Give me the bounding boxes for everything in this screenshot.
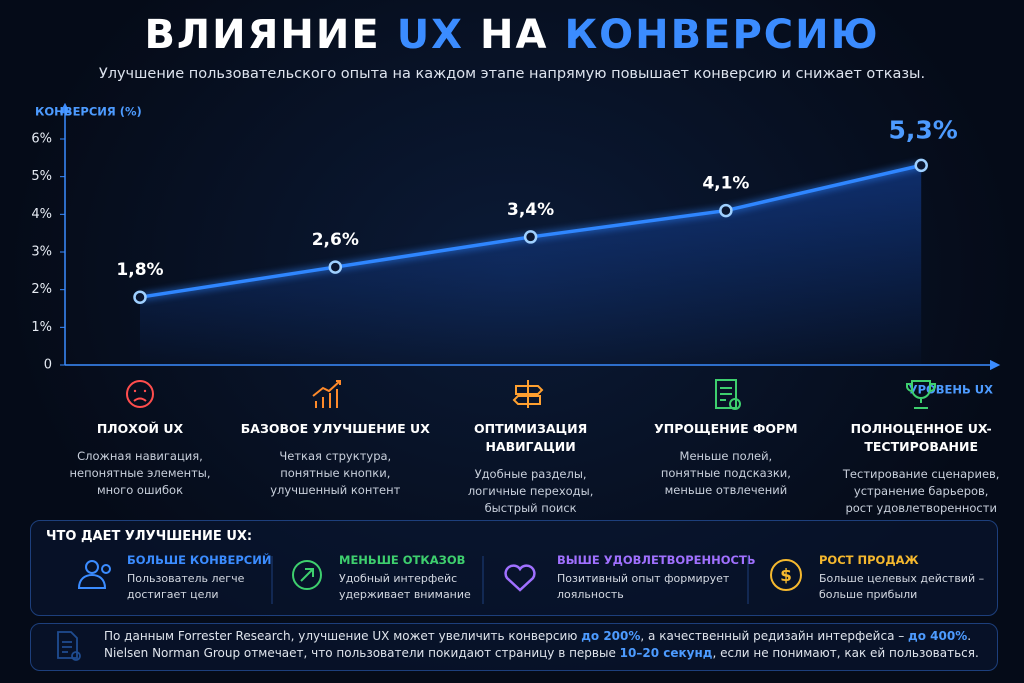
benefit-line: больше прибыли <box>819 588 918 601</box>
icon-space <box>123 378 157 412</box>
benefit-title: ВЫШЕ УДОВЛЕТВОРЕННОСТЬ <box>557 553 756 567</box>
description-line: Удобные разделы, <box>474 467 587 481</box>
stage-title: УПРОЩЕНИЕ ФОРМ <box>654 421 798 436</box>
description-line: быстрый поиск <box>484 501 577 515</box>
title-word: UX <box>396 12 465 58</box>
description-line: понятные подсказки, <box>660 466 791 480</box>
benefit-text: РОСТ ПРОДАЖ Больше целевых действий – боль… <box>819 553 984 603</box>
value-label: 4,1% <box>702 174 749 194</box>
point <box>719 203 733 218</box>
note-segment: , если не понимают, как ей пользоваться. <box>712 646 979 660</box>
value-label: 1,8% <box>116 260 163 280</box>
stage-title: ОПТИМИЗАЦИЯ НАВИГАЦИИ <box>473 421 588 454</box>
benefit-title: РОСТ ПРОДАЖ <box>819 553 919 567</box>
stage-description: Меньше полей, понятные подсказки, меньше о… <box>661 448 791 499</box>
y-tick-label: 2% <box>31 282 52 297</box>
title: ВЛИЯНИЕ UX НА КОНВЕРСИЮ <box>0 12 1024 58</box>
icon-space <box>514 378 548 412</box>
stage: БАЗОВОЕ УЛУЧШЕНИЕ UX Четкая структура, пон… <box>235 378 435 499</box>
note: По данным Forrester Research, улучшение … <box>104 629 979 660</box>
title-word: НА <box>480 12 549 58</box>
benefit-text: МЕНЬШЕ ОТКАЗОВ Удобный интерфейс удерживае… <box>339 553 471 603</box>
description-line: логичные переходы, <box>467 484 594 498</box>
benefit: РОСТ ПРОДАЖ Больше целевых действий – боль… <box>819 553 1024 603</box>
y-tick-label: 1% <box>31 320 52 335</box>
title-word: КОНВЕРСИЮ <box>564 12 880 58</box>
stage-description: Удобные разделы, логичные переходы, быстры… <box>468 466 594 517</box>
benefit-line: Позитивный опыт формирует <box>557 572 730 585</box>
value-label: 5,3% <box>889 115 958 144</box>
area <box>140 165 922 365</box>
benefit-line: Удобный интерфейс <box>339 572 458 585</box>
benefit-description: Пользователь легче достигает цели <box>127 571 271 603</box>
note-segment: до 200% <box>581 629 641 643</box>
description-line: Тестирование сценариев, <box>842 467 1000 481</box>
benefit-description: Удобный интерфейс удерживает внимание <box>339 571 471 603</box>
stage-title: ПЛОХОЙ UX <box>96 421 184 436</box>
value-label: 2,6% <box>312 230 359 250</box>
note-segment: , а качественный редизайн интерфейса – <box>640 629 909 643</box>
value-label: 3,4% <box>507 200 554 220</box>
stage-description: Сложная навигация, непонятные элементы, мн… <box>69 448 210 499</box>
point <box>523 230 538 244</box>
note-segment: 10–20 секунд <box>619 646 713 660</box>
description-line: Меньше полей, <box>679 449 773 463</box>
description-line: рост удовлетворенности <box>845 501 997 515</box>
description-line: много ошибок <box>96 483 184 497</box>
stage-description: Тестирование сценариев, устранение барьер… <box>843 466 1000 517</box>
y-tick-label: 5% <box>31 169 52 184</box>
y-tick-label: 4% <box>31 207 52 222</box>
benefit-text: БОЛЬШЕ КОНВЕРСИЙ Пользователь легче достиг… <box>127 553 271 603</box>
description-line: устранение барьеров, <box>853 484 989 498</box>
benefit-line: достигает цели <box>127 588 219 601</box>
benefits-heading: ЧТО ДАЕТ УЛУЧШЕНИЕ UX: <box>46 529 253 544</box>
benefit-line: Больше целевых действий – <box>819 572 985 585</box>
y-tick-label: 0 <box>44 358 52 373</box>
note-segment: Nielsen Norman Group отмечает, что польз… <box>104 646 620 660</box>
benefit: ВЫШЕ УДОВЛЕТВОРЕННОСТЬ Позитивный опыт фо… <box>557 553 787 603</box>
stage: ОПТИМИЗАЦИЯ НАВИГАЦИИ Удобные разделы, лог… <box>431 378 631 517</box>
benefit-description: Позитивный опыт формирует лояльность <box>557 571 756 603</box>
benefit: МЕНЬШЕ ОТКАЗОВ Удобный интерфейс удерживае… <box>339 553 569 603</box>
benefit-text: ВЫШЕ УДОВЛЕТВОРЕННОСТЬ Позитивный опыт фо… <box>557 553 756 603</box>
note-segment: до 400% <box>908 629 968 643</box>
note-line: По данным Forrester Research, улучшение … <box>104 629 979 643</box>
benefit-title: МЕНЬШЕ ОТКАЗОВ <box>339 553 466 567</box>
benefit-line: лояльность <box>557 588 624 601</box>
point <box>133 290 147 304</box>
benefit: БОЛЬШЕ КОНВЕРСИЙ Пользователь легче достиг… <box>127 553 357 603</box>
stage-title: БАЗОВОЕ УЛУЧШЕНИЕ UX <box>240 421 430 436</box>
stage-title: ПОЛНОЦЕННОЕ UX-ТЕСТИРОВАНИЕ <box>850 421 992 454</box>
stage: УПРОЩЕНИЕ ФОРМ Меньше полей, понятные подс… <box>626 378 826 499</box>
benefit-description: Больше целевых действий – больше прибыли <box>819 571 984 603</box>
description-line: улучшенный контент <box>270 483 401 497</box>
y-tick-label: 3% <box>31 245 52 260</box>
note-panel <box>30 623 998 671</box>
note-segment: По данным Forrester Research, улучшение … <box>104 629 582 643</box>
title-word: ВЛИЯНИЕ <box>144 12 381 58</box>
benefit-line: удерживает внимание <box>339 588 471 601</box>
description-line: меньше отвлечений <box>664 483 788 497</box>
description-line: Сложная навигация, <box>77 449 203 463</box>
subtitle: Улучшение пользовательского опыта на каж… <box>98 66 926 82</box>
point <box>914 158 928 173</box>
icon-space <box>318 378 352 412</box>
note-segment: . <box>967 629 972 643</box>
stage: ПЛОХОЙ UX Сложная навигация, непонятные эл… <box>40 378 240 499</box>
y-axis-label: КОНВЕРСИЯ (%) <box>35 105 142 119</box>
benefit-line: Пользователь легче <box>127 572 245 585</box>
description-line: понятные кнопки, <box>280 466 391 480</box>
point <box>328 260 343 274</box>
description-line: непонятные элементы, <box>69 466 211 480</box>
benefit-title: БОЛЬШЕ КОНВЕРСИЙ <box>127 553 272 567</box>
stage: ПОЛНОЦЕННОЕ UX-ТЕСТИРОВАНИЕ Тестирование … <box>821 378 1021 517</box>
y-tick-label: 6% <box>31 132 52 147</box>
stage-description: Четкая структура, понятные кнопки, улучшен… <box>270 448 400 499</box>
description-line: Четкая структура, <box>279 449 392 463</box>
icon-space <box>709 378 743 412</box>
icon-space <box>904 378 938 412</box>
note-line: Nielsen Norman Group отмечает, что польз… <box>104 646 979 660</box>
